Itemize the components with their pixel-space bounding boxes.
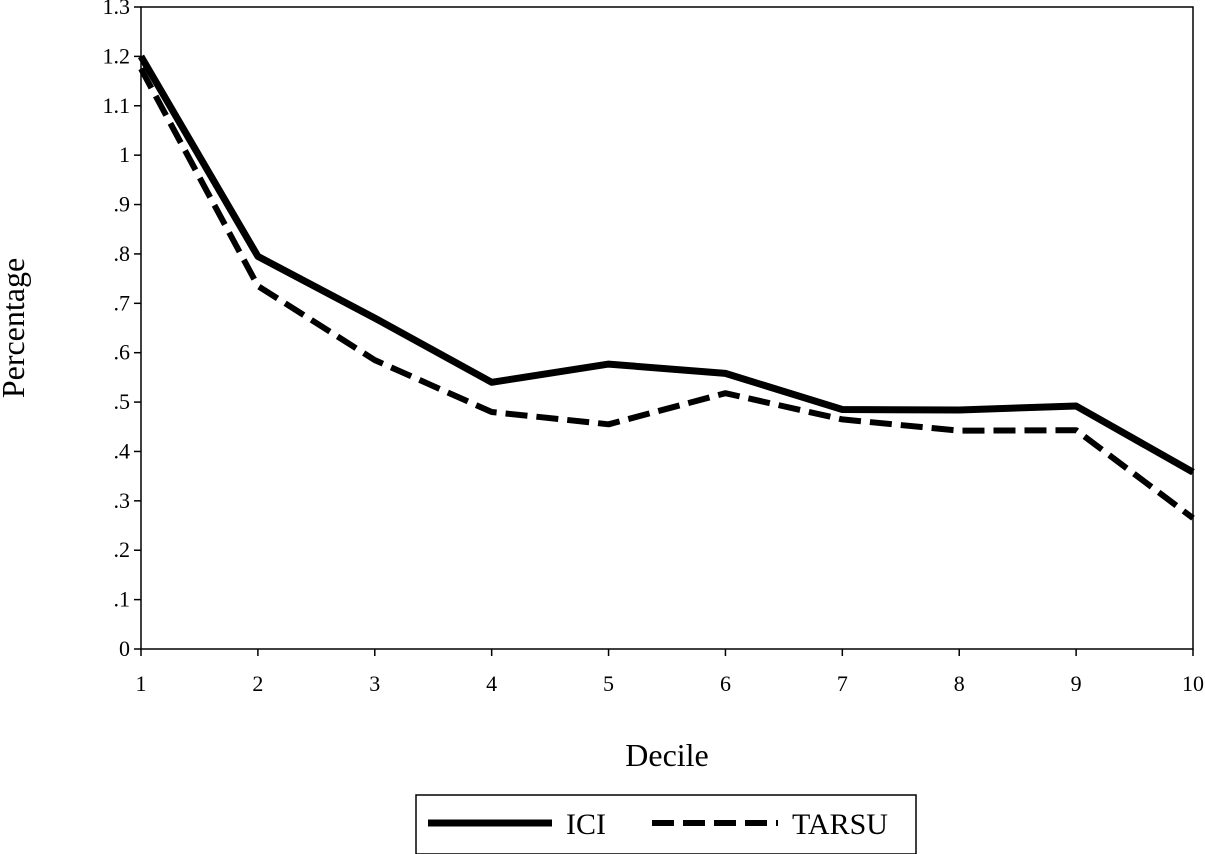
series-line-tarsu [138,67,1195,521]
y-tick-label: 1.3 [103,0,131,19]
x-tick-label: 5 [603,671,614,696]
series-layer [137,54,1195,521]
legend-label-ici: ICI [566,808,606,841]
x-axis: 1 2 3 4 5 6 7 8 9 10 [136,649,1204,696]
y-tick-label: .9 [114,192,131,217]
x-tick-label: 4 [486,671,497,696]
y-tick-label: .3 [114,488,131,513]
y-tick-label: .6 [114,340,131,365]
y-tick-label: .4 [114,438,131,463]
x-tick-label: 8 [954,671,965,696]
x-tick-label: 9 [1071,671,1082,696]
y-axis: 0 .1 .2 .3 .4 .5 .6 .7 .8 .9 1 1.1 1.2 1.3 [103,0,141,661]
x-tick-label: 10 [1182,671,1204,696]
y-tick-label: 1 [119,142,130,167]
y-tick-label: 0 [119,636,130,661]
plot-frame [140,6,1194,650]
y-tick-label: 1.2 [103,43,131,68]
y-tick-label: .8 [114,241,131,266]
y-tick-label: .1 [114,587,131,612]
y-tick-label: .2 [114,537,131,562]
x-tick-label: 2 [252,671,263,696]
x-tick-label: 6 [720,671,731,696]
x-axis-title: Decile [625,737,709,773]
y-tick-label: .7 [114,290,131,315]
legend: ICI TARSU [415,794,917,854]
legend-label-tarsu: TARSU [792,808,888,841]
series-line-ici [137,54,1195,476]
y-tick-label: 1.1 [103,93,131,118]
x-tick-label: 3 [369,671,380,696]
y-tick-label: .5 [114,389,131,414]
x-tick-label: 1 [136,671,147,696]
y-axis-title: Percentage [0,258,31,398]
x-tick-label: 7 [837,671,848,696]
